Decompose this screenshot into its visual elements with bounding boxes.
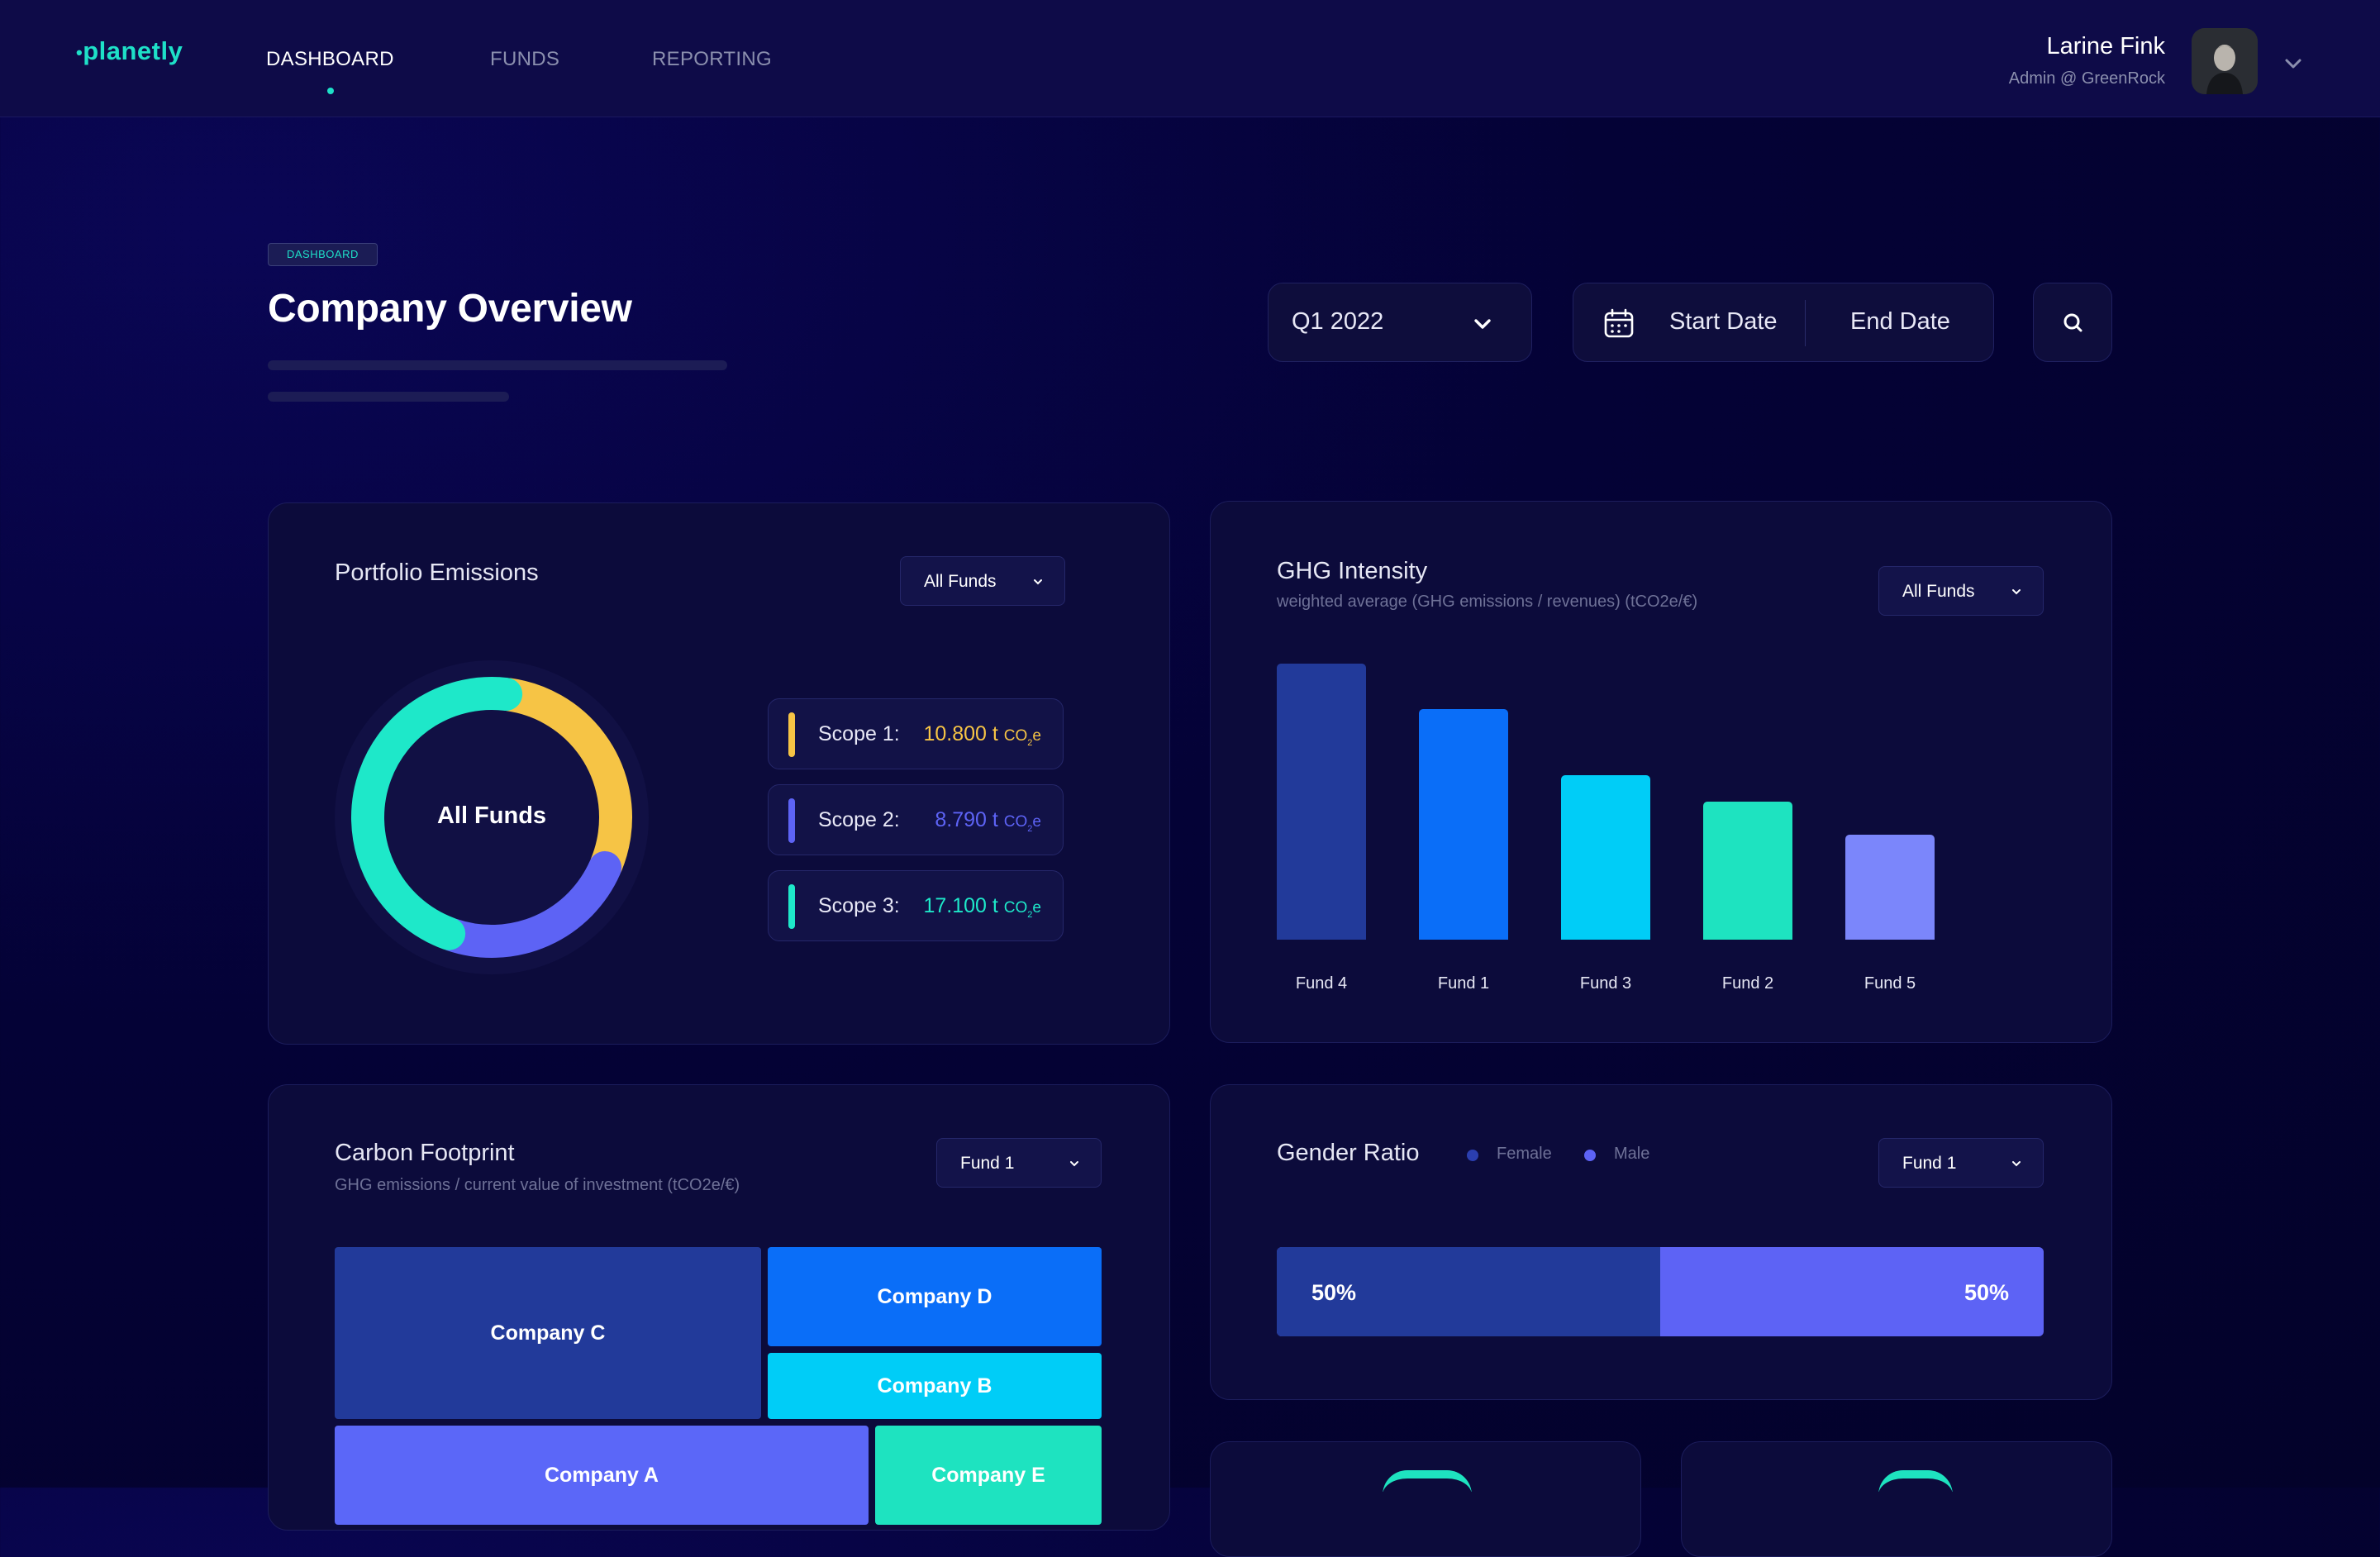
- female-segment: [1277, 1247, 1660, 1336]
- bar-fund-5[interactable]: [1845, 835, 1935, 940]
- ghg-funds-select[interactable]: All Funds: [1878, 566, 2044, 616]
- select-value: Fund 1: [1902, 1154, 1957, 1173]
- page-title: Company Overview: [268, 287, 632, 331]
- bar-label: Fund 2: [1721, 974, 1774, 993]
- stat-value-partial: [1383, 1470, 1472, 1492]
- top-navigation: •planetly DASHBOARD FUNDS REPORTING Lari…: [0, 0, 2380, 117]
- search-button[interactable]: [2033, 283, 2112, 362]
- card-title: Gender Ratio: [1277, 1140, 1420, 1166]
- chevron-down-icon: [1070, 1161, 1078, 1167]
- stat-value-partial: [1878, 1470, 1953, 1492]
- nav-dashboard-link[interactable]: DASHBOARD: [266, 48, 394, 70]
- search-icon: [2059, 309, 2087, 337]
- select-value: All Funds: [1902, 582, 1975, 601]
- bar-label: Fund 1: [1437, 974, 1490, 993]
- treemap-company-c[interactable]: Company C: [335, 1247, 761, 1419]
- scope-label: Scope 2:: [818, 808, 900, 831]
- nav-funds-link[interactable]: FUNDS: [490, 48, 560, 70]
- scope-2-item: Scope 2: 8.790 t CO2e: [768, 784, 1064, 855]
- ghg-intensity-card: GHG Intensity weighted average (GHG emis…: [1210, 501, 2112, 1043]
- chevron-down-icon: [1468, 310, 1497, 338]
- scope-1-marker: [788, 712, 795, 757]
- card-subtitle: GHG emissions / current value of investm…: [335, 1176, 740, 1194]
- scope-label: Scope 3:: [818, 894, 900, 917]
- card-title: Carbon Footprint: [335, 1140, 515, 1166]
- start-date-field[interactable]: Start Date: [1669, 308, 1778, 335]
- date-range-picker[interactable]: Start Date End Date: [1573, 283, 1994, 362]
- donut-slice-scope-3[interactable]: [335, 660, 649, 974]
- scope-value: 10.800 t CO2e: [923, 722, 1041, 748]
- calendar-icon: [1603, 308, 1635, 340]
- chevron-down-icon: [2012, 589, 2021, 595]
- treemap-company-b[interactable]: Company B: [768, 1353, 1102, 1419]
- bar-label: Fund 5: [1864, 974, 1916, 993]
- user-role: Admin @ GreenRock: [2008, 69, 2165, 88]
- card-subtitle: weighted average (GHG emissions / revenu…: [1277, 593, 1698, 611]
- scope-label: Scope 1:: [818, 722, 900, 745]
- skeleton-line: [268, 392, 509, 402]
- legend-female-label: Female: [1497, 1145, 1552, 1163]
- avatar[interactable]: [2192, 28, 2258, 94]
- chevron-down-icon: [1034, 579, 1042, 585]
- bar-fund-1[interactable]: [1419, 709, 1508, 940]
- portfolio-emissions-card: Portfolio Emissions All Funds All Funds …: [268, 502, 1170, 1045]
- card-title: GHG Intensity: [1277, 558, 1428, 584]
- carbon-fund-select[interactable]: Fund 1: [936, 1138, 1102, 1188]
- select-value: Fund 1: [960, 1154, 1015, 1173]
- user-name: Larine Fink: [2046, 33, 2165, 60]
- female-percent: 50%: [1311, 1280, 1357, 1305]
- bar-fund-4[interactable]: [1277, 664, 1366, 940]
- emissions-donut-chart: All Funds: [335, 660, 649, 974]
- user-menu-chevron-icon[interactable]: [2281, 51, 2306, 76]
- legend-male-dot: [1584, 1150, 1596, 1161]
- bar-fund-2[interactable]: [1703, 802, 1792, 940]
- period-value: Q1 2022: [1292, 308, 1384, 335]
- nav-reporting-link[interactable]: REPORTING: [652, 48, 772, 70]
- scope-2-marker: [788, 798, 795, 843]
- scope-1-item: Scope 1: 10.800 t CO2e: [768, 698, 1064, 769]
- card-title: Portfolio Emissions: [335, 559, 539, 586]
- gender-ratio-card: Gender Ratio Female Male Fund 1 50% 50%: [1210, 1084, 2112, 1400]
- end-date-field[interactable]: End Date: [1850, 308, 1950, 335]
- ghg-bar-chart: Fund 4 Fund 1 Fund 3 Fund 2 Fund 5: [1211, 502, 2113, 1044]
- scope-3-marker: [788, 884, 795, 929]
- bar-fund-3[interactable]: [1561, 775, 1650, 940]
- legend-male-label: Male: [1614, 1145, 1650, 1163]
- active-nav-indicator: [327, 88, 334, 94]
- donut-center-label: All Funds: [436, 802, 547, 829]
- male-percent: 50%: [1963, 1280, 2009, 1305]
- skeleton-line: [268, 360, 727, 370]
- bar-label: Fund 3: [1579, 974, 1632, 993]
- select-value: All Funds: [924, 572, 997, 591]
- legend-female-dot: [1467, 1150, 1478, 1161]
- gender-ratio-bar: 50% 50%: [1277, 1247, 2044, 1336]
- treemap-company-e[interactable]: Company E: [875, 1426, 1102, 1525]
- stat-card: [1681, 1441, 2112, 1557]
- treemap-company-a[interactable]: Company A: [335, 1426, 869, 1525]
- treemap-company-d[interactable]: Company D: [768, 1247, 1102, 1346]
- scope-value: 8.790 t CO2e: [935, 808, 1041, 834]
- divider: [1805, 300, 1806, 346]
- stat-card: [1210, 1441, 1641, 1557]
- breadcrumb[interactable]: DASHBOARD: [268, 243, 378, 266]
- scope-3-item: Scope 3: 17.100 t CO2e: [768, 870, 1064, 941]
- scope-value: 17.100 t CO2e: [923, 894, 1041, 920]
- carbon-footprint-card: Carbon Footprint GHG emissions / current…: [268, 1084, 1170, 1531]
- period-dropdown[interactable]: Q1 2022: [1268, 283, 1532, 362]
- portfolio-funds-select[interactable]: All Funds: [900, 556, 1065, 606]
- bar-label: Fund 4: [1295, 974, 1348, 993]
- gender-fund-select[interactable]: Fund 1: [1878, 1138, 2044, 1188]
- planetly-logo[interactable]: •planetly: [76, 36, 183, 65]
- chevron-down-icon: [2012, 1161, 2021, 1167]
